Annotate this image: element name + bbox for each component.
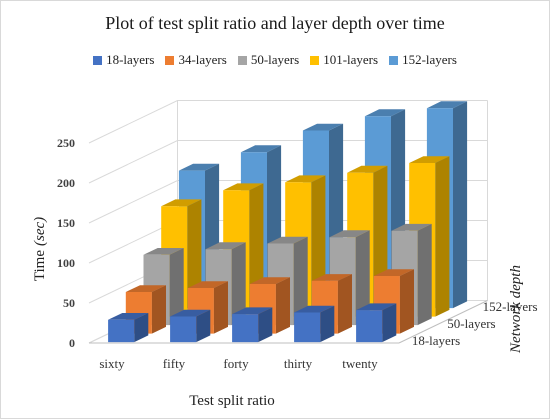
bar-top [240, 145, 282, 153]
bar-side [151, 285, 166, 334]
legend-item: 101-layers [310, 52, 378, 68]
bar-top [267, 236, 308, 244]
bar [170, 309, 211, 343]
legend-swatch [389, 55, 399, 65]
bar-top [302, 123, 344, 131]
bar-side [399, 269, 414, 334]
depth-tick-label: 18-layers [412, 333, 460, 348]
y-axis-title-unit: (sec) [32, 217, 48, 246]
bar-top [125, 285, 166, 292]
bar-side [337, 274, 352, 334]
depth-axis-title: Network depth [508, 265, 524, 354]
bar-side [134, 313, 149, 343]
legend-item: 34-layers [165, 52, 227, 68]
y-tick-label: 100 [57, 256, 75, 270]
axis-labels: 0 50 100 150 200 250 sixty fifty forty thirty twen… [32, 136, 538, 409]
x-axis-title: Test split ratio [189, 393, 275, 409]
bar-top [426, 101, 468, 109]
legend-label: 50-layers [250, 52, 300, 67]
bar-top [161, 199, 202, 207]
bar-front [294, 312, 321, 343]
bar-top [205, 242, 246, 250]
bar-top [232, 307, 273, 315]
bar-top [391, 223, 432, 231]
bar-top [329, 230, 370, 238]
bar-top [143, 248, 184, 255]
bar-top [178, 163, 220, 171]
bar-side [213, 281, 228, 334]
legend-label: 101-layers [323, 52, 379, 67]
bar-top [249, 277, 290, 284]
bar-front [356, 310, 383, 343]
depth-tick-label: 152-layers [483, 299, 538, 314]
legend-swatch [237, 55, 247, 65]
chart-title: Plot of test split ratio and layer depth… [105, 13, 445, 33]
bar-front [232, 314, 259, 343]
y-tick-label: 0 [69, 336, 75, 350]
bar-side [169, 248, 184, 326]
bar-side [355, 230, 370, 326]
x-tick-label: sixty [99, 356, 125, 371]
bar-top [187, 281, 228, 288]
legend-item: 152-layers [389, 52, 457, 68]
bar-top [294, 305, 335, 313]
legend-swatch [165, 55, 175, 65]
bar [232, 307, 273, 343]
y-tick-label: 150 [57, 216, 75, 230]
bar-side [258, 307, 273, 343]
x-tick-label: thirty [284, 356, 313, 371]
legend-label: 18-layers [106, 52, 155, 67]
y-axis-title: Time (sec) [32, 217, 48, 281]
y-tick-label: 200 [57, 176, 75, 190]
x-tick-label: twenty [342, 356, 378, 371]
bar-side [453, 101, 468, 309]
bars [108, 101, 468, 343]
legend-label: 152-layers [402, 52, 457, 67]
bar-side [435, 156, 450, 317]
legend-label: 34-layers [178, 52, 227, 67]
bar-top [170, 309, 211, 317]
legend-swatch [93, 55, 103, 65]
bar-top [223, 183, 264, 191]
bar-side [275, 277, 290, 334]
x-tick-label: forty [223, 356, 249, 371]
bar-side [293, 236, 308, 326]
bar-side [231, 242, 246, 326]
bar-top [356, 303, 397, 311]
depth-axis-line [398, 300, 488, 344]
bar-front [170, 316, 197, 343]
bar-top [364, 109, 406, 117]
bar [356, 303, 397, 343]
bar-side [196, 309, 211, 343]
y-tick-label: 250 [57, 136, 75, 150]
bar-front [108, 319, 135, 343]
depth-tick-label: 50-layers [447, 316, 495, 331]
bar-top [347, 165, 388, 173]
y-tick-label: 50 [63, 296, 75, 310]
bar-side [417, 223, 432, 326]
legend-item: 18-layers [93, 52, 154, 68]
bar-side [320, 305, 335, 343]
x-tick-label: fifty [163, 356, 186, 371]
legend: 18-layers 34-layers 50-layers 101-layers 152… [1, 52, 549, 68]
legend-swatch [310, 55, 320, 65]
bar-top [108, 313, 149, 320]
bar-top [373, 269, 414, 276]
bar [294, 305, 335, 343]
bar-side [382, 303, 397, 343]
legend-item: 50-layers [237, 52, 300, 68]
bar [108, 313, 149, 343]
bar-top [285, 175, 326, 183]
y-axis-title-text: Time [32, 250, 48, 281]
bar-top [409, 156, 450, 163]
axes [89, 300, 488, 344]
bar-top [311, 274, 352, 281]
